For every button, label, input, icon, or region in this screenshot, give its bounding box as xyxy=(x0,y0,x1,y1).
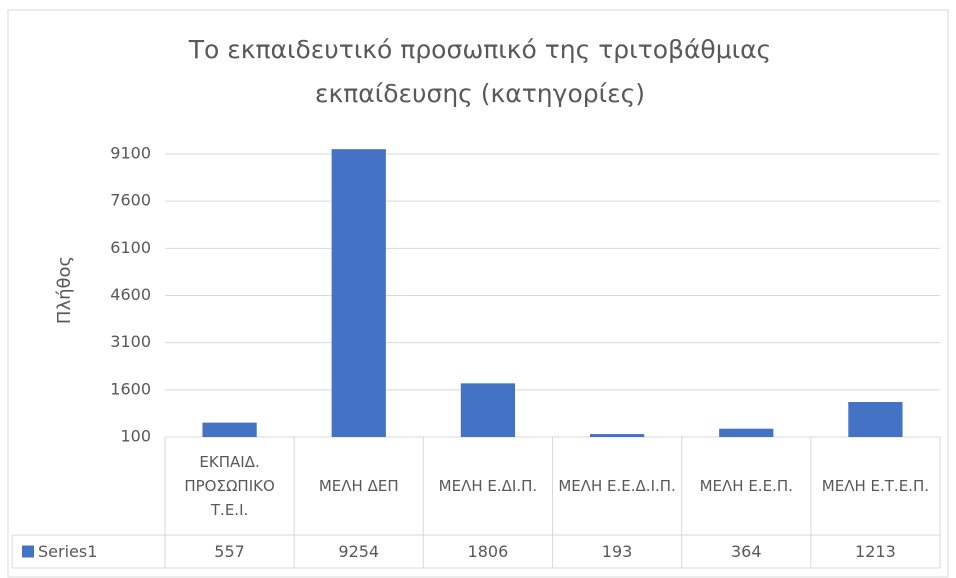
category-cell: ΜΕΛΗ ΔΕΠ xyxy=(318,477,399,495)
category-cell: ΜΕΛΗ Ε.Ε.Π. xyxy=(699,477,793,495)
bar xyxy=(331,149,386,437)
legend-key xyxy=(22,545,34,558)
x-tick-label: ΜΕΛΗ Ε.Ε.Δ.Ι.Π. xyxy=(558,477,676,495)
x-tick-label: ΕΚΠΑΙΔ. ΠΡΟΣΩΠΙΚΟ Τ.Ε.Ι. xyxy=(184,453,275,519)
category-cell: ΜΕΛΗ Ε.ΔΙ.Π. xyxy=(438,477,538,495)
chart-title: Το εκπαιδευτικό προσωπικό της τριτοβάθμι… xyxy=(188,35,772,108)
bar xyxy=(460,383,516,437)
y-tick-label: 100 xyxy=(120,427,151,446)
category-cell: ΕΚΠΑΙΔ. ΠΡΟΣΩΠΙΚΟ Τ.Ε.Ι. xyxy=(184,453,275,519)
table-value: 1806 xyxy=(468,542,509,561)
table-value: 557 xyxy=(214,542,245,561)
bar xyxy=(719,428,774,437)
y-tick-label: 1600 xyxy=(110,379,151,398)
bar xyxy=(848,402,903,437)
table-value: 193 xyxy=(602,542,633,561)
bar xyxy=(589,434,645,437)
y-tick-label: 3100 xyxy=(110,332,151,351)
y-axis-title: Πλήθος xyxy=(54,256,75,324)
y-tick-label: 7600 xyxy=(110,191,151,210)
x-tick-label: ΜΕΛΗ Ε.ΔΙ.Π. xyxy=(438,477,538,495)
y-tick-label: 4600 xyxy=(110,285,151,304)
category-cell: ΜΕΛΗ Ε.Τ.Ε.Π. xyxy=(821,477,929,495)
x-tick-label: ΜΕΛΗ Ε.Τ.Ε.Π. xyxy=(821,477,929,495)
title-box: Το εκπαιδευτικό προσωπικό της τριτοβάθμι… xyxy=(188,35,772,108)
category-cell: ΜΕΛΗ Ε.Ε.Δ.Ι.Π. xyxy=(558,477,676,495)
y-tick-label: 9100 xyxy=(110,144,151,163)
legend-label: Series1 xyxy=(38,542,97,561)
x-tick-label: ΜΕΛΗ ΔΕΠ xyxy=(318,477,399,495)
table-value: 364 xyxy=(731,542,762,561)
x-tick-label: ΜΕΛΗ Ε.Ε.Π. xyxy=(699,477,793,495)
table-value: 1213 xyxy=(855,542,896,561)
table-value: 9254 xyxy=(338,542,379,561)
bar xyxy=(202,422,257,437)
y-tick-label: 6100 xyxy=(110,238,151,257)
